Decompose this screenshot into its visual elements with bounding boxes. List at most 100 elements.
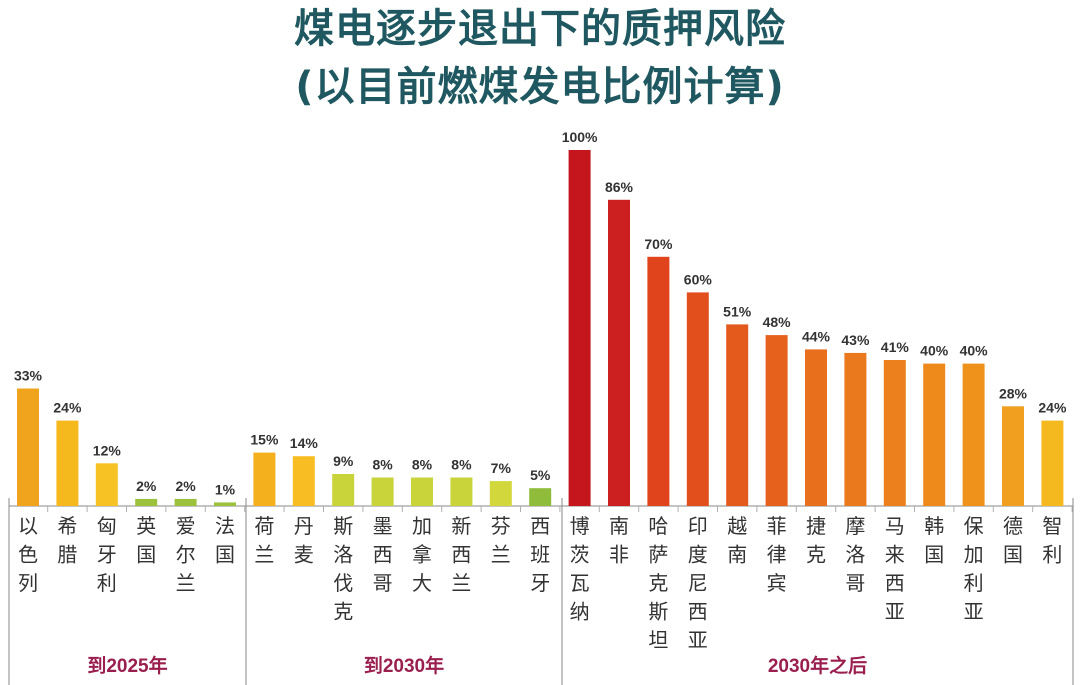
value-label-芬兰: 7% <box>491 460 512 476</box>
category-label-英国-0: 英 <box>136 514 156 538</box>
category-label-西班牙-2: 牙 <box>530 571 550 595</box>
category-label-保加利亚-2: 利 <box>964 571 984 595</box>
category-label-博茨瓦纳-1: 茨 <box>570 543 590 567</box>
category-label-爱尔兰-2: 兰 <box>176 571 196 595</box>
bar-西班牙 <box>529 488 552 506</box>
bar-丹麦 <box>292 456 315 506</box>
group-label-2: 2030年之后 <box>768 654 867 677</box>
chart-title: 煤电逐步退出下的质押风险 <box>294 6 786 52</box>
category-label-斯洛伐克-1: 洛 <box>333 543 353 567</box>
bar-希腊 <box>56 420 79 506</box>
category-label-博茨瓦纳-3: 纳 <box>570 600 590 624</box>
category-label-哈萨克斯坦-1: 萨 <box>648 543 668 567</box>
category-label-丹麦-1: 麦 <box>294 543 314 567</box>
category-label-南非-1: 非 <box>609 543 629 567</box>
category-label-新西兰-2: 兰 <box>451 571 471 595</box>
value-label-英国: 2% <box>136 478 157 494</box>
group-label-0: 到2025年 <box>87 654 167 677</box>
category-label-德国-1: 国 <box>1003 543 1023 567</box>
value-label-德国: 28% <box>999 385 1028 401</box>
bar-越南 <box>726 324 749 506</box>
value-label-法国: 1% <box>215 481 236 497</box>
category-label-加拿大-1: 拿 <box>412 543 432 567</box>
category-label-菲律宾-1: 律 <box>767 543 787 567</box>
category-label-加拿大-0: 加 <box>412 514 432 538</box>
category-label-斯洛伐克-3: 克 <box>333 600 353 624</box>
category-label-以色列-0: 以 <box>18 514 38 538</box>
value-label-保加利亚: 40% <box>960 343 989 359</box>
category-label-匈牙利-1: 牙 <box>97 543 117 567</box>
value-label-墨西哥: 8% <box>372 457 393 473</box>
category-label-菲律宾-0: 菲 <box>767 514 787 538</box>
value-label-南非: 86% <box>605 179 634 195</box>
value-label-越南: 51% <box>723 303 752 319</box>
category-label-摩洛哥-1: 洛 <box>845 543 865 567</box>
category-label-以色列-2: 列 <box>18 571 38 595</box>
category-label-希腊-1: 腊 <box>57 543 77 567</box>
bar-英国 <box>135 498 158 506</box>
category-label-马来西亚-2: 西 <box>885 571 905 595</box>
value-label-马来西亚: 41% <box>881 339 910 355</box>
value-label-希腊: 24% <box>53 400 82 416</box>
bar-墨西哥 <box>371 477 394 506</box>
bar-芬兰 <box>489 481 512 506</box>
bar-智利 <box>1041 420 1064 506</box>
bar-保加利亚 <box>962 363 985 506</box>
category-label-爱尔兰-0: 爱 <box>176 514 196 538</box>
value-label-韩国: 40% <box>920 343 949 359</box>
value-label-荷兰: 15% <box>250 432 279 448</box>
category-label-英国-1: 国 <box>136 543 156 567</box>
category-label-荷兰-1: 兰 <box>254 543 274 567</box>
category-label-摩洛哥-0: 摩 <box>845 514 865 538</box>
group-label-1: 到2030年 <box>364 654 444 677</box>
category-label-哈萨克斯坦-2: 克 <box>648 571 668 595</box>
value-label-新西兰: 8% <box>451 457 472 473</box>
category-label-新西兰-0: 新 <box>451 514 471 538</box>
bar-摩洛哥 <box>844 352 867 506</box>
bar-斯洛伐克 <box>332 474 355 506</box>
category-label-墨西哥-0: 墨 <box>373 514 393 538</box>
value-label-捷克: 44% <box>802 328 831 344</box>
category-label-博茨瓦纳-2: 瓦 <box>570 571 590 595</box>
category-label-哈萨克斯坦-3: 斯 <box>648 600 668 624</box>
category-label-斯洛伐克-2: 伐 <box>333 571 353 595</box>
category-label-匈牙利-0: 匈 <box>97 514 117 538</box>
category-label-智利-0: 智 <box>1042 514 1062 538</box>
bar-匈牙利 <box>95 463 118 506</box>
value-label-加拿大: 8% <box>412 457 433 473</box>
category-label-摩洛哥-2: 哥 <box>845 571 865 595</box>
category-label-芬兰-1: 兰 <box>491 543 511 567</box>
value-label-斯洛伐克: 9% <box>333 453 354 469</box>
category-label-以色列-1: 色 <box>18 543 38 567</box>
category-label-印度尼西亚-3: 西 <box>688 600 708 624</box>
category-label-南非-0: 南 <box>609 514 629 538</box>
category-label-保加利亚-0: 保 <box>964 514 984 538</box>
bar-博茨瓦纳 <box>568 150 591 506</box>
category-label-印度尼西亚-2: 尼 <box>688 571 708 595</box>
category-label-西班牙-0: 西 <box>530 514 550 538</box>
category-label-印度尼西亚-0: 印 <box>688 514 708 538</box>
category-label-马来西亚-3: 亚 <box>885 600 905 624</box>
category-label-捷克-1: 克 <box>806 543 826 567</box>
value-label-爱尔兰: 2% <box>175 478 196 494</box>
bar-韩国 <box>923 363 946 506</box>
bar-爱尔兰 <box>174 498 197 506</box>
category-label-韩国-1: 国 <box>924 543 944 567</box>
bar-德国 <box>1002 406 1024 506</box>
value-label-西班牙: 5% <box>530 467 551 483</box>
category-label-西班牙-1: 班 <box>530 543 550 567</box>
category-label-博茨瓦纳-0: 博 <box>570 514 590 538</box>
bar-以色列 <box>17 388 39 506</box>
category-label-保加利亚-1: 加 <box>964 543 984 567</box>
bar-捷克 <box>805 349 827 506</box>
category-label-捷克-0: 捷 <box>806 514 826 538</box>
bar-菲律宾 <box>765 335 788 506</box>
value-label-以色列: 33% <box>14 368 43 384</box>
value-label-丹麦: 14% <box>290 435 319 451</box>
chart-subtitle: (以目前燃煤发电比例计算) <box>295 64 785 110</box>
category-label-墨西哥-1: 西 <box>373 543 393 567</box>
category-label-法国-0: 法 <box>215 514 235 538</box>
category-label-爱尔兰-1: 尔 <box>176 543 196 567</box>
value-label-印度尼西亚: 60% <box>684 271 713 287</box>
